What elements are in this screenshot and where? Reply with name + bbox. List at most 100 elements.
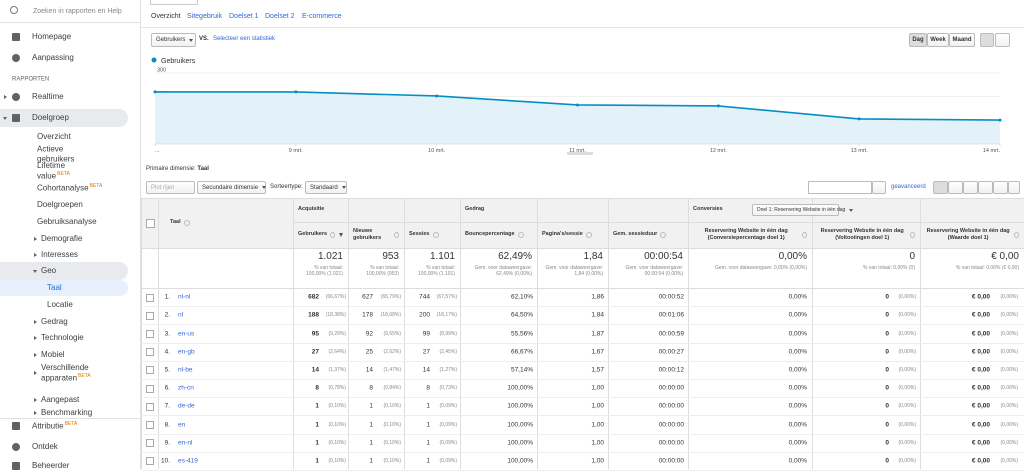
view-button[interactable]	[933, 181, 948, 194]
language-link[interactable]: nl	[178, 311, 184, 319]
nav-item[interactable]: Verschillende apparatenBETA	[41, 363, 103, 383]
view-button[interactable]	[978, 181, 993, 194]
subtab[interactable]: E-commerce	[302, 13, 342, 20]
cell-percent: (1,37%)	[328, 366, 346, 373]
nav-item[interactable]: Aanpassing	[32, 53, 94, 63]
column-line	[812, 198, 813, 469]
period-button[interactable]: Week	[927, 33, 949, 47]
language-link[interactable]: en	[178, 421, 186, 428]
language-link[interactable]: de-de	[178, 402, 195, 410]
language-link[interactable]: es-419	[178, 457, 198, 465]
period-button[interactable]: Maand	[949, 33, 975, 47]
row-checkbox[interactable]	[146, 439, 154, 448]
nav-item[interactable]: Interesses	[41, 250, 103, 260]
language-link[interactable]: nl-nl	[178, 293, 191, 301]
search-input[interactable]: Zoeken in rapporten en Help	[33, 8, 122, 15]
row-checkbox[interactable]	[146, 420, 154, 429]
column-header[interactable]: Reservering Website in één dag (Voltooii…	[812, 222, 920, 248]
checkbox-all[interactable]	[146, 219, 155, 228]
column-header[interactable]: Gem. sessieduur	[608, 222, 688, 248]
period-button[interactable]: Dag	[909, 33, 927, 47]
nav-item[interactable]: RAPPORTEN	[12, 76, 132, 83]
column-header[interactable]: Gebruikers	[293, 222, 348, 248]
nav-item[interactable]: Lifetime valueBETA	[37, 161, 99, 181]
column-header[interactable]: Bouncepercentage	[460, 222, 537, 248]
nav-item[interactable]: Benchmarking	[41, 408, 103, 418]
cell-value: 1	[426, 457, 430, 465]
column-header-label: Pagina's/sessie	[542, 231, 583, 238]
language-link[interactable]: en-nl	[178, 439, 193, 447]
cell-value: € 0,00	[971, 402, 990, 410]
view-button[interactable]	[1008, 181, 1020, 194]
subtab[interactable]: Doelset 2	[265, 13, 295, 20]
metric-select[interactable]: Selecteer een statistiek	[213, 36, 276, 42]
nav-item[interactable]: Homepage	[32, 32, 94, 42]
nav-item[interactable]: Aangepast	[41, 395, 103, 405]
sort-dropdown[interactable]: Standaard	[305, 181, 347, 194]
view-button[interactable]	[963, 181, 978, 194]
row-checkbox[interactable]	[146, 366, 154, 375]
beta-badge: BETA	[64, 420, 78, 427]
column-header[interactable]: Reservering Website in één dag (Conversi…	[688, 222, 812, 248]
nav-item[interactable]: Realtime	[32, 92, 94, 102]
column-header[interactable]: Sessies	[404, 222, 460, 248]
subtab[interactable]: Doelset 1	[229, 13, 259, 20]
subtab[interactable]: Overzicht	[151, 13, 181, 20]
nav-item[interactable]: Locatie	[47, 300, 109, 310]
language-link[interactable]: zh-cn	[178, 384, 194, 392]
cell-percent: (0,00%)	[1000, 457, 1018, 464]
column-header[interactable]: Reservering Website in één dag (Waarde d…	[920, 222, 1024, 248]
metric-dropdown[interactable]: Gebruikers	[151, 33, 196, 47]
plot-rows-button[interactable]: Plot rijen	[146, 181, 195, 194]
nav-item[interactable]: Beheerder	[32, 461, 94, 471]
cell-value: 744	[419, 293, 430, 301]
row-checkbox[interactable]	[146, 329, 154, 338]
search-button[interactable]	[872, 181, 886, 194]
nav-item[interactable]: Demografie	[41, 234, 103, 244]
subtab[interactable]: Sitegebruik	[187, 13, 223, 20]
chart-type-button[interactable]	[980, 33, 994, 47]
view-button[interactable]	[948, 181, 963, 194]
goal-dropdown[interactable]: Doel 1: Reservering Website in één dag	[752, 204, 854, 216]
help-icon	[1014, 232, 1019, 238]
column-header-label: Reservering Website in één dag (Voltooii…	[820, 227, 904, 241]
help-icon	[330, 232, 335, 238]
motion-button[interactable]	[995, 33, 1010, 47]
cell-value: 00:00:59	[658, 330, 684, 337]
nav-item[interactable]: Doelgroepen	[37, 200, 99, 210]
row-checkbox[interactable]	[146, 293, 154, 302]
nav-icon	[12, 462, 20, 470]
nav-item[interactable]: Ontdek	[32, 442, 94, 452]
row-checkbox[interactable]	[146, 311, 154, 320]
nav-item[interactable]: AttributieBETA	[32, 421, 94, 431]
column-header[interactable]: Pagina's/sessie	[537, 222, 608, 248]
top-tab[interactable]: Verkenner	[150, 0, 198, 5]
language-link[interactable]: en-us	[178, 330, 195, 337]
nav-item[interactable]: Doelgroep	[32, 113, 94, 123]
cell-percent: (1,47%)	[383, 366, 401, 373]
nav-item[interactable]: CohortanalyseBETA	[37, 183, 102, 193]
table-search[interactable]	[808, 181, 872, 194]
dimension-header[interactable]: Taal	[158, 198, 293, 248]
view-button[interactable]	[993, 181, 1008, 194]
row-checkbox[interactable]	[146, 384, 154, 393]
secondary-dimension[interactable]: Secundaire dimensie	[197, 181, 267, 194]
row-checkbox[interactable]	[146, 457, 154, 466]
cell-value: 100,00%	[507, 457, 533, 465]
row-checkbox[interactable]	[146, 348, 154, 357]
nav-item[interactable]: Gebruiksanalyse	[37, 217, 99, 227]
nav-item[interactable]: Taal	[47, 283, 109, 293]
nav-item[interactable]: Gedrag	[41, 317, 103, 327]
nav-item[interactable]: Overzicht	[37, 132, 99, 142]
scroll-handle	[567, 152, 593, 155]
language-link[interactable]: en-gb	[178, 348, 195, 356]
advanced-link[interactable]: geavanceerd	[891, 184, 926, 190]
cell-value: 99	[422, 330, 430, 337]
nav-item[interactable]: Actieve gebruikers	[37, 144, 99, 163]
nav-item[interactable]: Technologie	[41, 333, 103, 343]
nav-item[interactable]: Geo	[41, 266, 103, 276]
row-checkbox[interactable]	[146, 402, 154, 411]
nav-item[interactable]: Mobiel	[41, 350, 103, 360]
column-header[interactable]: Nieuwe gebruikers	[348, 222, 404, 248]
language-link[interactable]: nl-be	[178, 366, 193, 374]
